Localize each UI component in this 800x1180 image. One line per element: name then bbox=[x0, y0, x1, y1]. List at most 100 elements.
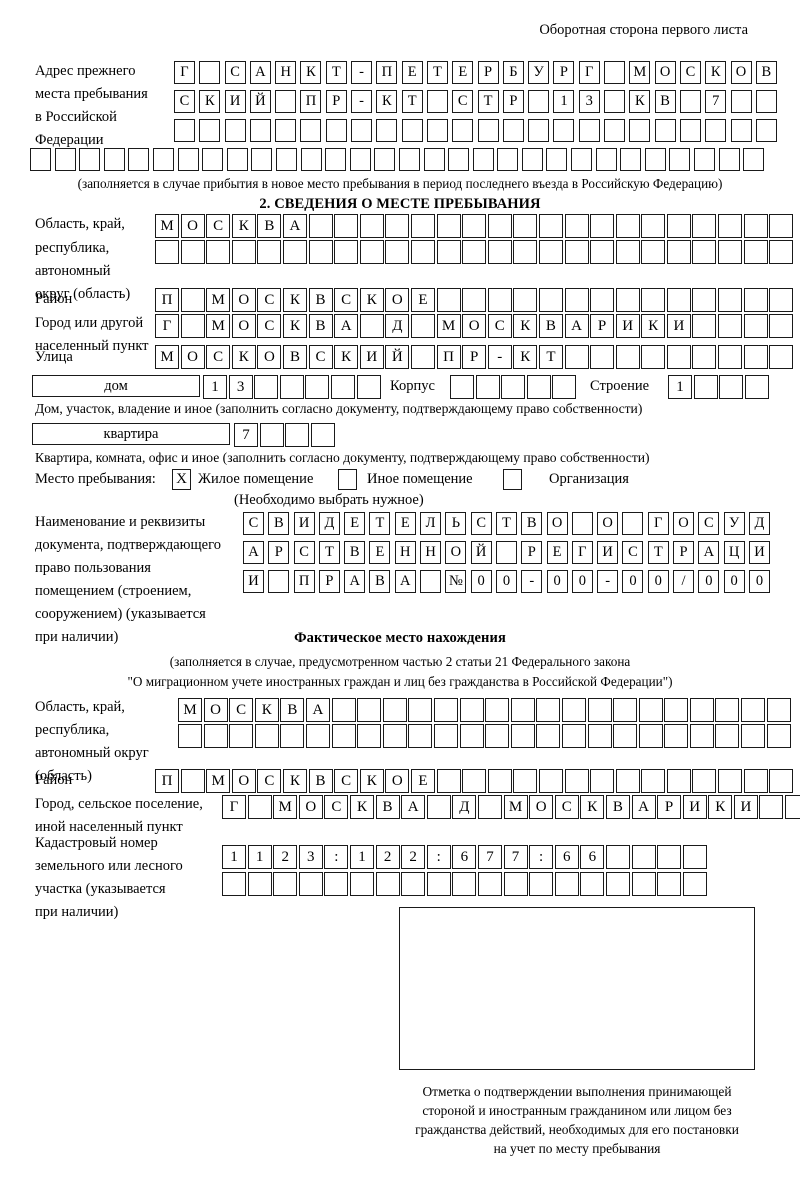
char-cell[interactable]: К bbox=[580, 795, 605, 819]
char-cell[interactable] bbox=[692, 288, 717, 312]
char-cell[interactable]: С bbox=[622, 541, 644, 564]
char-cell[interactable] bbox=[180, 314, 205, 338]
char-cell[interactable] bbox=[178, 724, 202, 748]
char-cell[interactable] bbox=[769, 288, 794, 312]
char-cell[interactable] bbox=[247, 795, 272, 819]
char-cell[interactable]: С bbox=[293, 541, 315, 564]
char-cell[interactable] bbox=[180, 769, 205, 793]
char-cell[interactable]: О bbox=[673, 512, 695, 535]
char-cell[interactable] bbox=[718, 769, 743, 793]
char-cell[interactable] bbox=[743, 314, 768, 338]
char-cell[interactable] bbox=[174, 119, 195, 142]
char-cell[interactable]: Б bbox=[502, 61, 524, 84]
char-cell[interactable] bbox=[769, 769, 794, 793]
char-cell[interactable]: О bbox=[385, 288, 410, 312]
char-cell[interactable]: Т bbox=[318, 541, 340, 564]
char-cell[interactable]: В bbox=[308, 314, 333, 338]
char-cell[interactable]: Е bbox=[369, 541, 391, 564]
char-cell[interactable] bbox=[553, 119, 575, 142]
char-cell[interactable] bbox=[769, 345, 794, 369]
char-cell[interactable] bbox=[666, 288, 691, 312]
char-cell[interactable] bbox=[718, 314, 743, 338]
char-cell[interactable]: А bbox=[282, 214, 307, 238]
char-cell[interactable]: Р bbox=[521, 541, 543, 564]
char-cell[interactable] bbox=[385, 214, 410, 238]
char-cell[interactable]: Г bbox=[222, 795, 246, 819]
char-cell[interactable]: 0 bbox=[698, 570, 720, 593]
char-cell[interactable]: 0 bbox=[546, 570, 568, 593]
char-cell[interactable]: Р bbox=[673, 541, 695, 564]
char-cell[interactable] bbox=[718, 240, 743, 264]
char-cell[interactable] bbox=[180, 240, 205, 264]
char-cell[interactable]: 0 bbox=[748, 570, 770, 593]
char-cell[interactable]: В bbox=[605, 795, 630, 819]
char-cell[interactable] bbox=[298, 872, 323, 896]
char-cell[interactable] bbox=[538, 214, 563, 238]
char-cell[interactable] bbox=[487, 240, 512, 264]
char-cell[interactable]: К bbox=[359, 769, 384, 793]
char-cell[interactable] bbox=[510, 724, 535, 748]
char-cell[interactable]: Г bbox=[571, 541, 593, 564]
char-cell[interactable]: С bbox=[334, 769, 359, 793]
char-cell[interactable] bbox=[462, 288, 487, 312]
char-cell[interactable] bbox=[459, 698, 484, 722]
char-cell[interactable]: П bbox=[376, 61, 398, 84]
char-cell[interactable]: : bbox=[426, 845, 451, 869]
char-cell[interactable] bbox=[641, 288, 666, 312]
char-cell[interactable]: М bbox=[155, 214, 179, 238]
char-cell[interactable] bbox=[718, 345, 743, 369]
char-cell[interactable] bbox=[376, 119, 398, 142]
char-cell[interactable] bbox=[410, 314, 435, 338]
char-cell[interactable] bbox=[605, 872, 630, 896]
char-cell[interactable] bbox=[538, 240, 563, 264]
char-cell[interactable]: С bbox=[470, 512, 492, 535]
char-cell[interactable] bbox=[595, 148, 617, 171]
char-cell[interactable]: К bbox=[359, 288, 384, 312]
char-cell[interactable]: Р bbox=[657, 795, 682, 819]
char-cell[interactable] bbox=[605, 845, 630, 869]
char-cell[interactable]: 1 bbox=[349, 845, 374, 869]
char-cell[interactable] bbox=[374, 148, 396, 171]
char-cell[interactable]: О bbox=[462, 314, 487, 338]
char-cell[interactable]: Е bbox=[546, 541, 568, 564]
checkbox-zhiloe-pomeschenie[interactable]: Х bbox=[172, 469, 191, 490]
char-cell[interactable]: М bbox=[206, 314, 231, 338]
char-cell[interactable] bbox=[689, 698, 714, 722]
char-cell[interactable] bbox=[177, 148, 199, 171]
char-cell[interactable] bbox=[310, 423, 335, 447]
char-cell[interactable] bbox=[222, 872, 246, 896]
char-cell[interactable]: К bbox=[282, 769, 307, 793]
char-cell[interactable] bbox=[426, 119, 448, 142]
char-cell[interactable] bbox=[766, 698, 791, 722]
char-cell[interactable]: О bbox=[385, 769, 410, 793]
char-cell[interactable]: Т bbox=[647, 541, 669, 564]
char-cell[interactable] bbox=[30, 148, 51, 171]
char-cell[interactable] bbox=[475, 375, 500, 399]
char-cell[interactable] bbox=[571, 148, 593, 171]
char-cell[interactable]: - bbox=[351, 61, 373, 84]
char-cell[interactable] bbox=[615, 240, 640, 264]
char-cell[interactable]: 6 bbox=[452, 845, 477, 869]
char-cell[interactable] bbox=[638, 698, 663, 722]
char-cell[interactable] bbox=[538, 288, 563, 312]
char-cell[interactable] bbox=[692, 769, 717, 793]
char-cell[interactable] bbox=[410, 345, 435, 369]
char-cell[interactable] bbox=[538, 769, 563, 793]
char-cell[interactable] bbox=[487, 214, 512, 238]
char-cell[interactable]: М bbox=[155, 345, 179, 369]
char-cell[interactable]: Г bbox=[647, 512, 669, 535]
char-cell[interactable]: Т bbox=[538, 345, 563, 369]
char-cell[interactable]: О bbox=[203, 698, 228, 722]
char-cell[interactable]: К bbox=[300, 61, 322, 84]
char-cell[interactable] bbox=[254, 724, 279, 748]
char-cell[interactable] bbox=[477, 119, 499, 142]
char-cell[interactable]: Т bbox=[369, 512, 391, 535]
char-cell[interactable]: 1 bbox=[203, 375, 227, 399]
char-cell[interactable] bbox=[730, 90, 752, 113]
char-cell[interactable] bbox=[247, 872, 272, 896]
char-cell[interactable] bbox=[103, 148, 125, 171]
char-cell[interactable] bbox=[526, 375, 551, 399]
